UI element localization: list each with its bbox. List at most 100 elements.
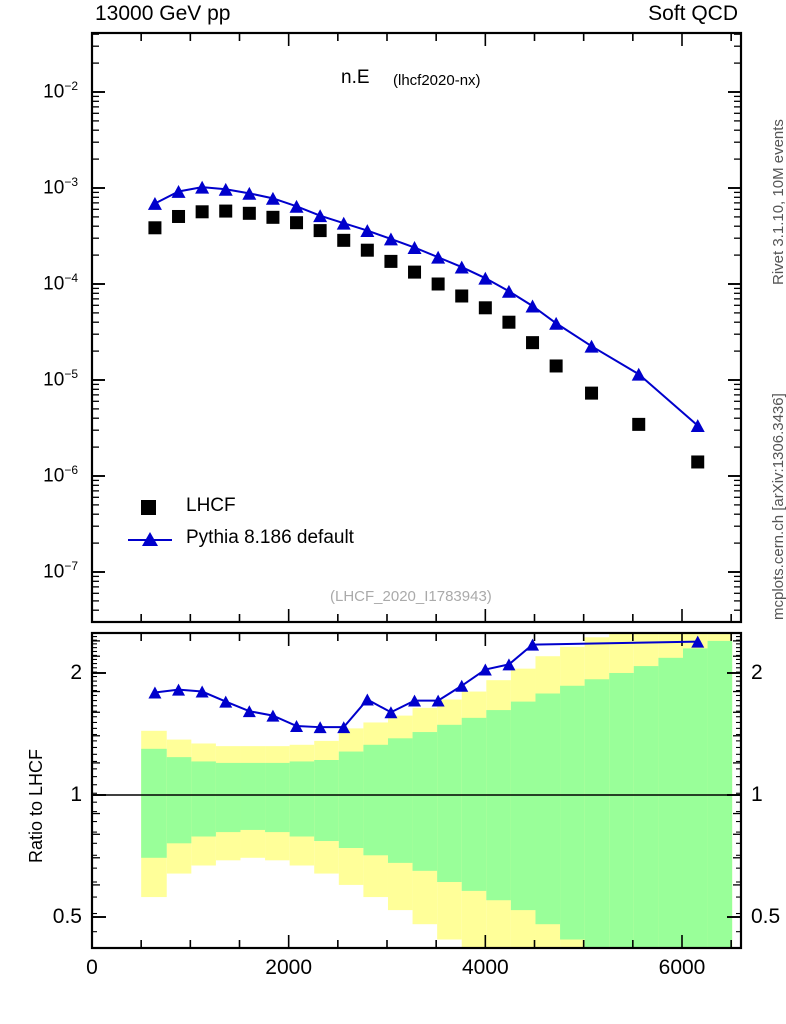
ratio-data-point [172,683,186,696]
data-point-pythia [265,191,280,205]
y-axis-tick-label: 10−6 [43,463,78,487]
data-point-pythia [525,299,540,313]
data-point-pythia [431,250,446,264]
band-inner-segment [363,744,388,856]
legend-marker-square [141,500,156,515]
y-axis-tick-label: 10−7 [43,559,78,583]
band-inner-segment [707,640,733,948]
data-point-lhcf [148,221,162,235]
legend-label: LHCF [186,495,236,516]
data-point-lhcf [526,336,540,350]
header-beam-label: 13000 GeV pp [95,2,231,25]
band-inner-segment [461,717,487,891]
band-inner-segment [412,732,438,871]
data-point-lhcf [502,315,516,329]
band-inner-segment [215,762,241,833]
data-point-lhcf [219,204,233,218]
ratio-data-point [526,638,540,651]
data-point-lhcf [242,206,256,220]
legend-marker-triangle [142,532,158,546]
data-point-lhcf [691,455,705,469]
data-point-pythia [478,271,493,285]
band-inner-segment [314,759,339,842]
x-axis-tick-label: 0 [86,956,98,979]
band-inner-segment [486,710,511,901]
band-inner-segment [682,648,708,948]
y-axis-tick-label: 10−4 [43,271,78,295]
data-point-lhcf [408,265,422,279]
data-point-pythia [407,241,422,254]
ratio-data-point [266,709,280,722]
data-point-pythia [383,232,398,246]
data-point-pythia [242,186,257,200]
ratio-tick-label-right: 2 [751,660,763,684]
ratio-data-point [691,635,705,648]
analysis-id-watermark: (LHCF_2020_I1783943) [330,588,492,605]
ratio-tick-label-left: 2 [70,660,82,684]
data-point-lhcf [313,224,327,238]
ratio-tick-label-left: 1 [70,783,82,806]
main-panel-frame [90,31,743,624]
ratio-data-point [455,679,469,692]
data-point-pythia [218,182,233,196]
ratio-data-point [195,685,209,698]
data-point-pythia [501,284,516,298]
band-inner-segment [289,761,315,837]
data-point-pythia [313,209,328,223]
series-line-pythia [154,186,699,427]
ratio-data-point [360,693,374,706]
ratio-data-point [148,686,162,699]
ratio-data-point [408,694,422,707]
band-inner-segment [387,738,413,863]
data-point-pythia [289,199,304,213]
ratio-data-point [219,695,233,708]
ratio-tick-label-right: 1 [751,783,763,806]
ratio-data-point [384,706,398,719]
ratio-data-point [431,694,445,707]
ratio-data-point [337,721,351,734]
y-axis-tick-label: 10−3 [43,175,78,199]
ratio-series-layer [148,635,705,734]
data-point-lhcf [195,205,209,219]
data-point-lhcf [478,301,492,315]
x-axis-tick-label: 6000 [658,956,706,979]
data-point-lhcf [337,233,351,247]
band-inner-segment [240,762,266,830]
band-inner-segment [191,761,216,837]
data-point-pythia [631,367,646,381]
band-inner-segment [265,762,290,833]
data-point-lhcf [455,289,469,303]
band-inner-segment [535,693,561,925]
y-axis-tick-label: 10−2 [43,79,78,103]
data-point-pythia [690,419,705,433]
data-point-lhcf [172,209,186,223]
ratio-data-point [313,721,327,734]
data-point-lhcf [266,210,280,224]
data-point-pythia [195,180,210,194]
legend-label: Pythia 8.186 default [186,527,354,548]
band-inner-segment [141,748,167,858]
data-point-pythia [584,339,599,353]
band-inner-segment [633,666,659,948]
x-axis-tick-label: 2000 [265,956,313,979]
ratio-tick-label-right: 0.5 [751,905,781,928]
data-point-pythia [171,185,186,198]
ratio-uncertainty-bands [141,633,733,948]
ratio-data-point [502,658,516,671]
data-point-lhcf [549,359,563,373]
band-inner-segment [510,701,536,911]
band-inner-segment [658,657,683,948]
data-point-pythia [336,216,351,230]
plot-title-sub: (lhcf2020-nx) [393,72,481,89]
ratio-data-point [478,663,492,676]
ratio-data-point [242,705,256,718]
data-point-pythia [454,260,469,274]
main-series-layer [147,180,705,469]
data-point-pythia [549,316,564,330]
ratio-data-point [290,720,304,732]
data-point-lhcf [360,243,374,257]
x-axis-tick-label: 4000 [461,956,509,979]
data-point-pythia [360,224,375,238]
band-inner-segment [338,751,364,849]
